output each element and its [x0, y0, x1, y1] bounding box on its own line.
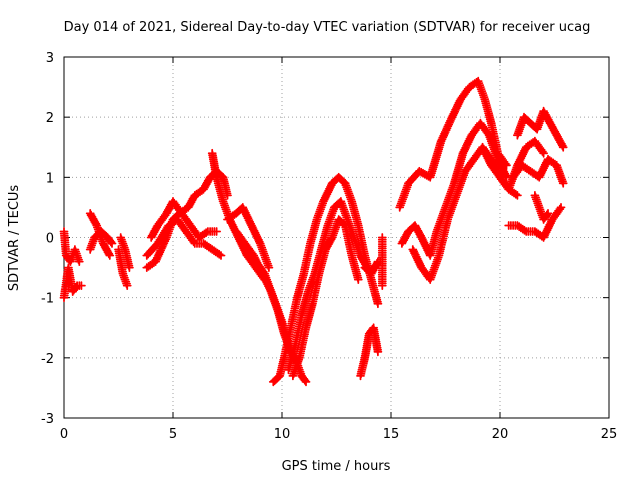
data-point-markers — [288, 215, 363, 381]
data-point-markers — [85, 227, 117, 254]
data-point-markers — [356, 323, 383, 381]
data-point-markers — [397, 118, 511, 260]
series-arc-e — [114, 245, 132, 290]
data-point-markers — [114, 245, 132, 290]
y-axis-label: SDTVAR / TECUs — [7, 185, 22, 292]
series-arc-s — [377, 233, 387, 290]
series-arc-b — [59, 227, 84, 266]
series-arc-aa — [504, 203, 566, 242]
x-tick-label: 20 — [492, 427, 509, 442]
series-arc-y — [508, 154, 568, 188]
x-tick-label: 0 — [60, 427, 68, 442]
y-tick-label: 1 — [46, 171, 54, 186]
series-arc-k — [223, 203, 274, 272]
data-point-markers — [377, 233, 387, 290]
y-tick-label: 0 — [46, 232, 54, 247]
axis-ticks: 0 5 10 15 20 25 -3 -2 -1 0 1 2 3 — [41, 51, 617, 442]
data-point-markers — [530, 191, 553, 224]
data-point-markers — [504, 203, 566, 242]
x-tick-label: 15 — [383, 427, 400, 442]
series-arc-x — [513, 106, 568, 152]
x-tick-label: 25 — [601, 427, 618, 442]
data-point-markers — [59, 227, 84, 266]
data-point-markers — [59, 263, 86, 303]
x-tick-label: 10 — [274, 427, 291, 442]
series-arc-h — [142, 215, 226, 260]
chart-title: Day 014 of 2021, Sidereal Day-to-day VTE… — [64, 20, 591, 35]
x-axis-label: GPS time / hours — [282, 459, 391, 474]
data-points — [59, 76, 568, 387]
y-tick-label: -1 — [41, 292, 54, 307]
y-tick-label: 2 — [46, 111, 54, 126]
series-arc-q — [356, 323, 383, 381]
data-point-markers — [513, 106, 568, 152]
series-arc-i — [146, 197, 221, 242]
y-tick-label: 3 — [46, 51, 54, 66]
series-arc-u — [397, 118, 511, 260]
data-point-markers — [146, 197, 221, 242]
series-arc-d — [85, 227, 117, 254]
data-point-markers — [223, 203, 274, 272]
y-tick-label: -2 — [41, 352, 54, 367]
series-arc-f — [116, 233, 134, 272]
data-point-markers — [142, 215, 226, 260]
y-tick-label: -3 — [41, 412, 54, 427]
series-arc-a — [59, 263, 86, 303]
data-point-markers — [508, 154, 568, 188]
data-point-markers — [116, 233, 134, 272]
series-arc-z — [530, 191, 553, 224]
series-arc-p — [288, 215, 363, 381]
x-tick-label: 5 — [169, 427, 177, 442]
